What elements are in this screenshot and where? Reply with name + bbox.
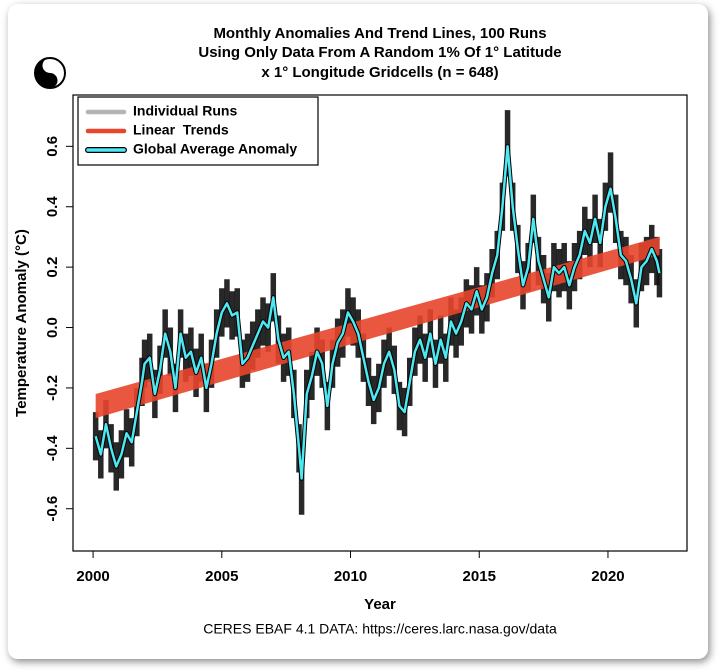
average-line bbox=[94, 145, 661, 480]
x-axis-label: Year bbox=[364, 596, 396, 613]
x-tick-label: 2010 bbox=[334, 568, 367, 585]
x-tick-label: 2000 bbox=[76, 568, 109, 585]
y-tick-label: -0.4 bbox=[44, 435, 61, 462]
x-tick-label: 2020 bbox=[591, 568, 624, 585]
trend-band bbox=[95, 236, 660, 419]
logo bbox=[34, 57, 66, 89]
y-tick-label: 0.2 bbox=[44, 257, 61, 278]
caption: CERES EBAF 4.1 DATA: https://ceres.larc.… bbox=[203, 621, 557, 637]
x-tick-label: 2015 bbox=[463, 568, 496, 585]
chart-title: x 1° Longitude Gridcells (n = 648) bbox=[261, 64, 498, 81]
y-tick-label: -0.6 bbox=[44, 496, 61, 522]
y-tick-label: 0.4 bbox=[44, 196, 61, 218]
chart-title: Monthly Anomalies And Trend Lines, 100 R… bbox=[213, 25, 546, 42]
y-axis-label: Temperature Anomaly (°C) bbox=[13, 229, 30, 417]
y-tick-label: 0.6 bbox=[44, 136, 61, 157]
y-tick-label: -0.2 bbox=[44, 375, 61, 401]
legend-label: Linear Trends bbox=[133, 122, 229, 138]
legend-label: Individual Runs bbox=[133, 103, 237, 119]
legend-label: Global Average Anomaly bbox=[133, 141, 297, 157]
plot-frame bbox=[72, 94, 688, 552]
plot-area bbox=[92, 110, 663, 515]
y-tick-label: 0.0 bbox=[44, 317, 61, 338]
chart-title: Using Only Data From A Random 1% Of 1° L… bbox=[198, 44, 561, 61]
x-tick-label: 2005 bbox=[205, 568, 238, 585]
